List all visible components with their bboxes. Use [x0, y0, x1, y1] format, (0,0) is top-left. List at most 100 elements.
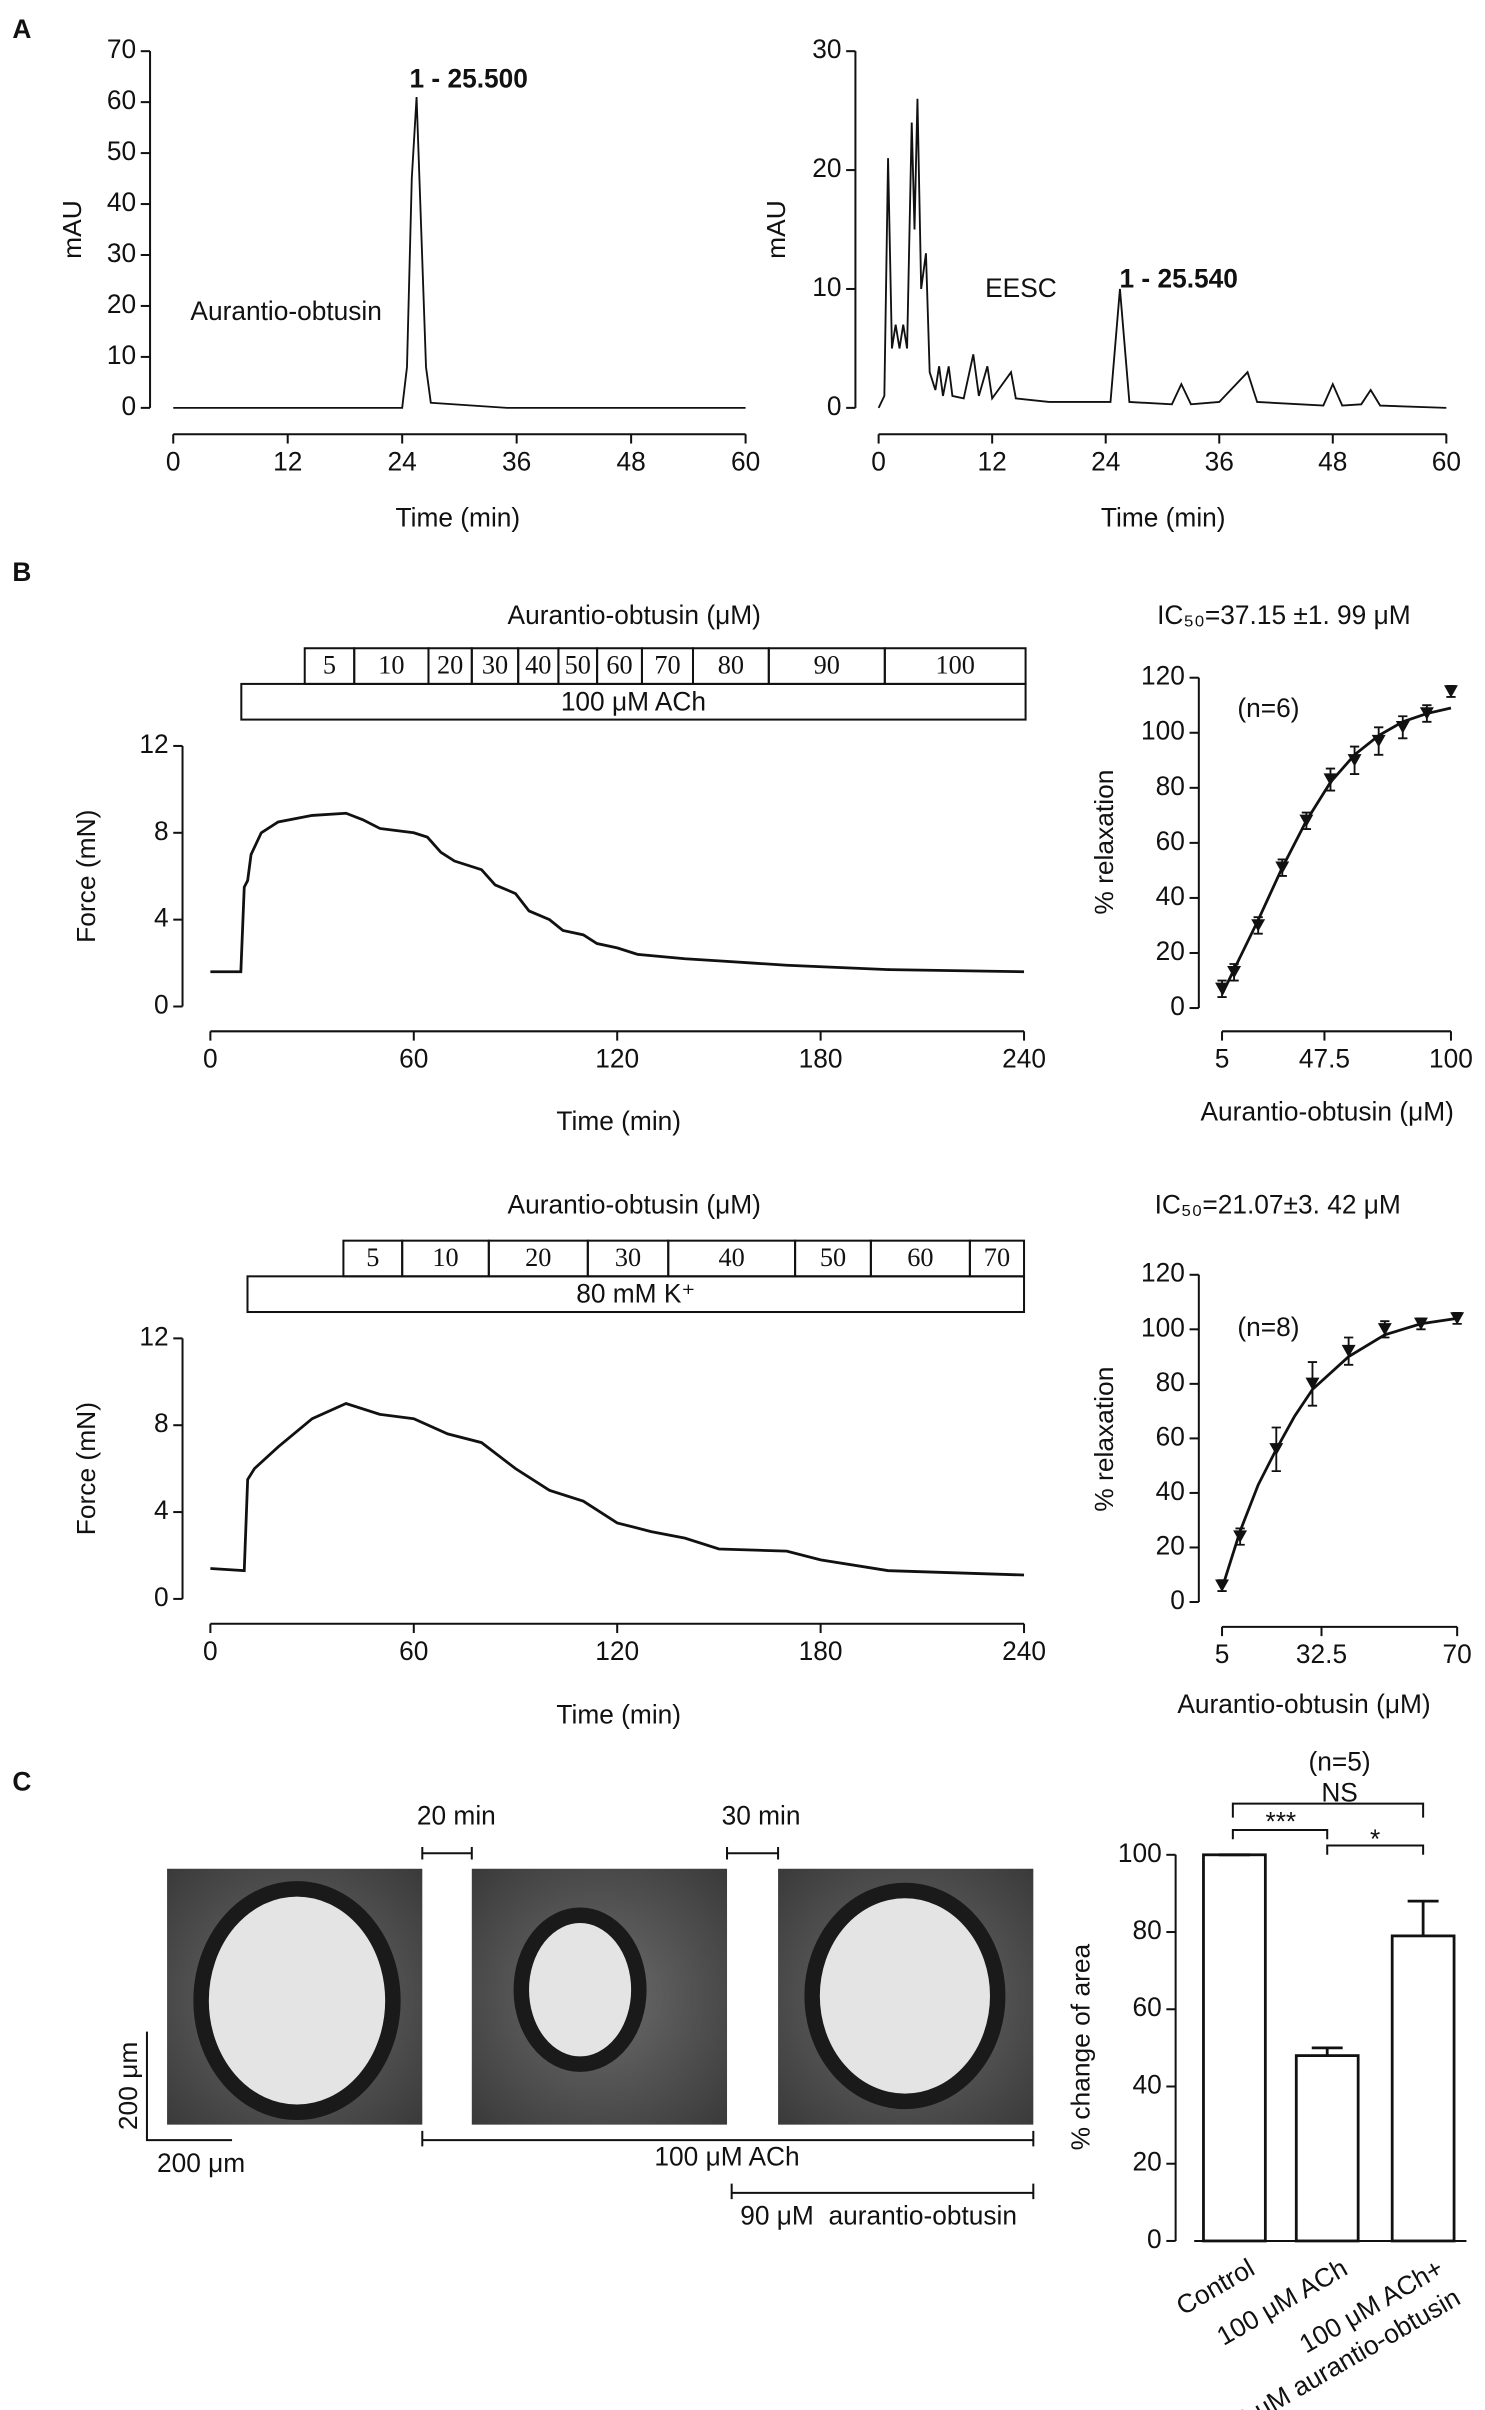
concentration-label: 60 — [606, 651, 632, 680]
treatment-bar — [421, 2130, 1035, 2200]
fit-curve — [1220, 1316, 1458, 1589]
x-tick-label: 120 — [595, 1044, 639, 1074]
x-tick-label: 60 — [399, 1044, 428, 1074]
y-tick-label: 12 — [139, 1321, 168, 1351]
panel-label: A — [12, 14, 31, 44]
y-tick-label: 30 — [812, 34, 841, 64]
y-tick-label: 20 — [107, 289, 136, 319]
data-point — [1299, 814, 1314, 828]
y-axis-label: mAU — [57, 200, 87, 259]
x-tick-label: 240 — [1002, 1636, 1046, 1666]
trace — [173, 97, 746, 409]
scale-label: 200 μm — [113, 2042, 143, 2130]
annotation: NS — [1321, 1777, 1358, 1807]
y-tick-label: 120 — [1141, 1258, 1185, 1288]
y-tick-label: 0 — [827, 391, 842, 421]
y-tick-label: 60 — [107, 85, 136, 115]
concentration-label: 5 — [366, 1243, 379, 1272]
annotation: *** — [1265, 1807, 1296, 1837]
data-point — [1395, 721, 1410, 734]
x-tick-label: 12 — [273, 447, 302, 477]
x-tick-label: 0 — [871, 447, 886, 477]
error-bar — [1311, 2046, 1343, 2056]
concentration-label: 50 — [820, 1243, 846, 1272]
x-axis-label: Time (min) — [396, 502, 521, 532]
data-point — [1215, 982, 1229, 995]
y-axis-label: mAU — [761, 200, 791, 259]
annotation: 1 - 25.500 — [409, 64, 527, 94]
data-point — [1450, 1312, 1465, 1325]
x-tick-label: 32.5 — [1296, 1639, 1347, 1669]
data-point — [1233, 1530, 1248, 1543]
airway-lumen — [193, 1881, 401, 2120]
concentration-label: 40 — [719, 1243, 745, 1272]
y-tick-label: 100 — [1141, 716, 1185, 746]
y-tick-label: 20 — [812, 153, 841, 183]
data-point — [1347, 754, 1362, 767]
y-tick-label: 12 — [139, 729, 168, 759]
x-tick-label: 60 — [399, 1636, 428, 1666]
x-tick-label: 36 — [502, 447, 531, 477]
data-point — [1414, 1317, 1428, 1331]
annotation: 1 - 25.540 — [1120, 264, 1238, 294]
y-tick-label: 80 — [1156, 771, 1185, 801]
y-axis-label: Force (mN) — [71, 810, 101, 943]
concentration-label: 20 — [437, 651, 463, 680]
concentration-label: 80 — [718, 651, 744, 680]
data-point — [1371, 734, 1386, 748]
chart-title: IC₅₀=21.07±3. 42 μM — [1155, 1189, 1401, 1219]
x-tick-label: 0 — [203, 1636, 218, 1666]
data-point — [1305, 1377, 1320, 1391]
agonist-label: 100 μM ACh — [561, 686, 706, 716]
y-tick-label: 100 — [1118, 1838, 1162, 1868]
x-tick-label: 180 — [799, 1044, 843, 1074]
data-point — [1269, 1443, 1284, 1456]
x-tick-label: 100 — [1429, 1044, 1473, 1074]
concentration-label: 70 — [654, 651, 680, 680]
y-tick-label: 70 — [107, 34, 136, 64]
y-tick-label: 8 — [154, 1408, 169, 1438]
data-point — [1227, 966, 1242, 979]
bar — [1202, 1853, 1267, 2243]
y-tick-label: 20 — [1132, 2147, 1161, 2177]
x-tick-label: 36 — [1205, 447, 1234, 477]
bar — [1390, 1934, 1456, 2243]
concentration-label: 5 — [323, 651, 336, 680]
annotation: EESC — [985, 273, 1057, 303]
y-axis-label: % relaxation — [1089, 770, 1119, 915]
data-point — [1323, 773, 1338, 786]
x-axis-label: Aurantio-obtusin (μM) — [1201, 1096, 1454, 1126]
agonist-box — [246, 1275, 1026, 1314]
bar — [1294, 2054, 1360, 2243]
x-tick-label: 12 — [978, 447, 1007, 477]
data-point — [1341, 1344, 1356, 1358]
micrographs: 20 min 30 min 100 μM ACh 90 μM aurantio-… — [113, 1801, 1035, 2231]
trace — [210, 1402, 1025, 1577]
x-tick-label: 48 — [616, 447, 645, 477]
interval-label: 20 min — [417, 1801, 496, 1831]
y-tick-label: 40 — [1156, 1476, 1185, 1506]
annotation: (n=8) — [1237, 1312, 1299, 1342]
panel-label: C — [12, 1766, 31, 1796]
y-tick-label: 50 — [107, 136, 136, 166]
y-tick-label: 20 — [1156, 936, 1185, 966]
data-point — [1215, 1579, 1229, 1592]
y-tick-label: 0 — [154, 989, 169, 1019]
y-tick-label: 4 — [154, 1495, 169, 1525]
y-tick-label: 100 — [1141, 1312, 1185, 1342]
airway-lumen — [804, 1882, 1006, 2110]
x-tick-label: 0 — [203, 1044, 218, 1074]
y-tick-label: 10 — [107, 340, 136, 370]
x-tick-label: 60 — [731, 447, 760, 477]
concentration-label: 10 — [378, 651, 404, 680]
concentration-label: 100 — [935, 651, 974, 680]
annotation: (n=5) — [1309, 1746, 1371, 1776]
concentration-label: 60 — [907, 1243, 933, 1272]
x-tick-label: 47.5 — [1299, 1044, 1350, 1074]
scale-bar — [145, 2031, 233, 2142]
x-tick-label: 5 — [1215, 1044, 1230, 1074]
trace — [210, 811, 1025, 974]
data-point — [1419, 707, 1434, 720]
x-tick-label: 120 — [595, 1636, 639, 1666]
y-tick-label: 0 — [121, 391, 136, 421]
